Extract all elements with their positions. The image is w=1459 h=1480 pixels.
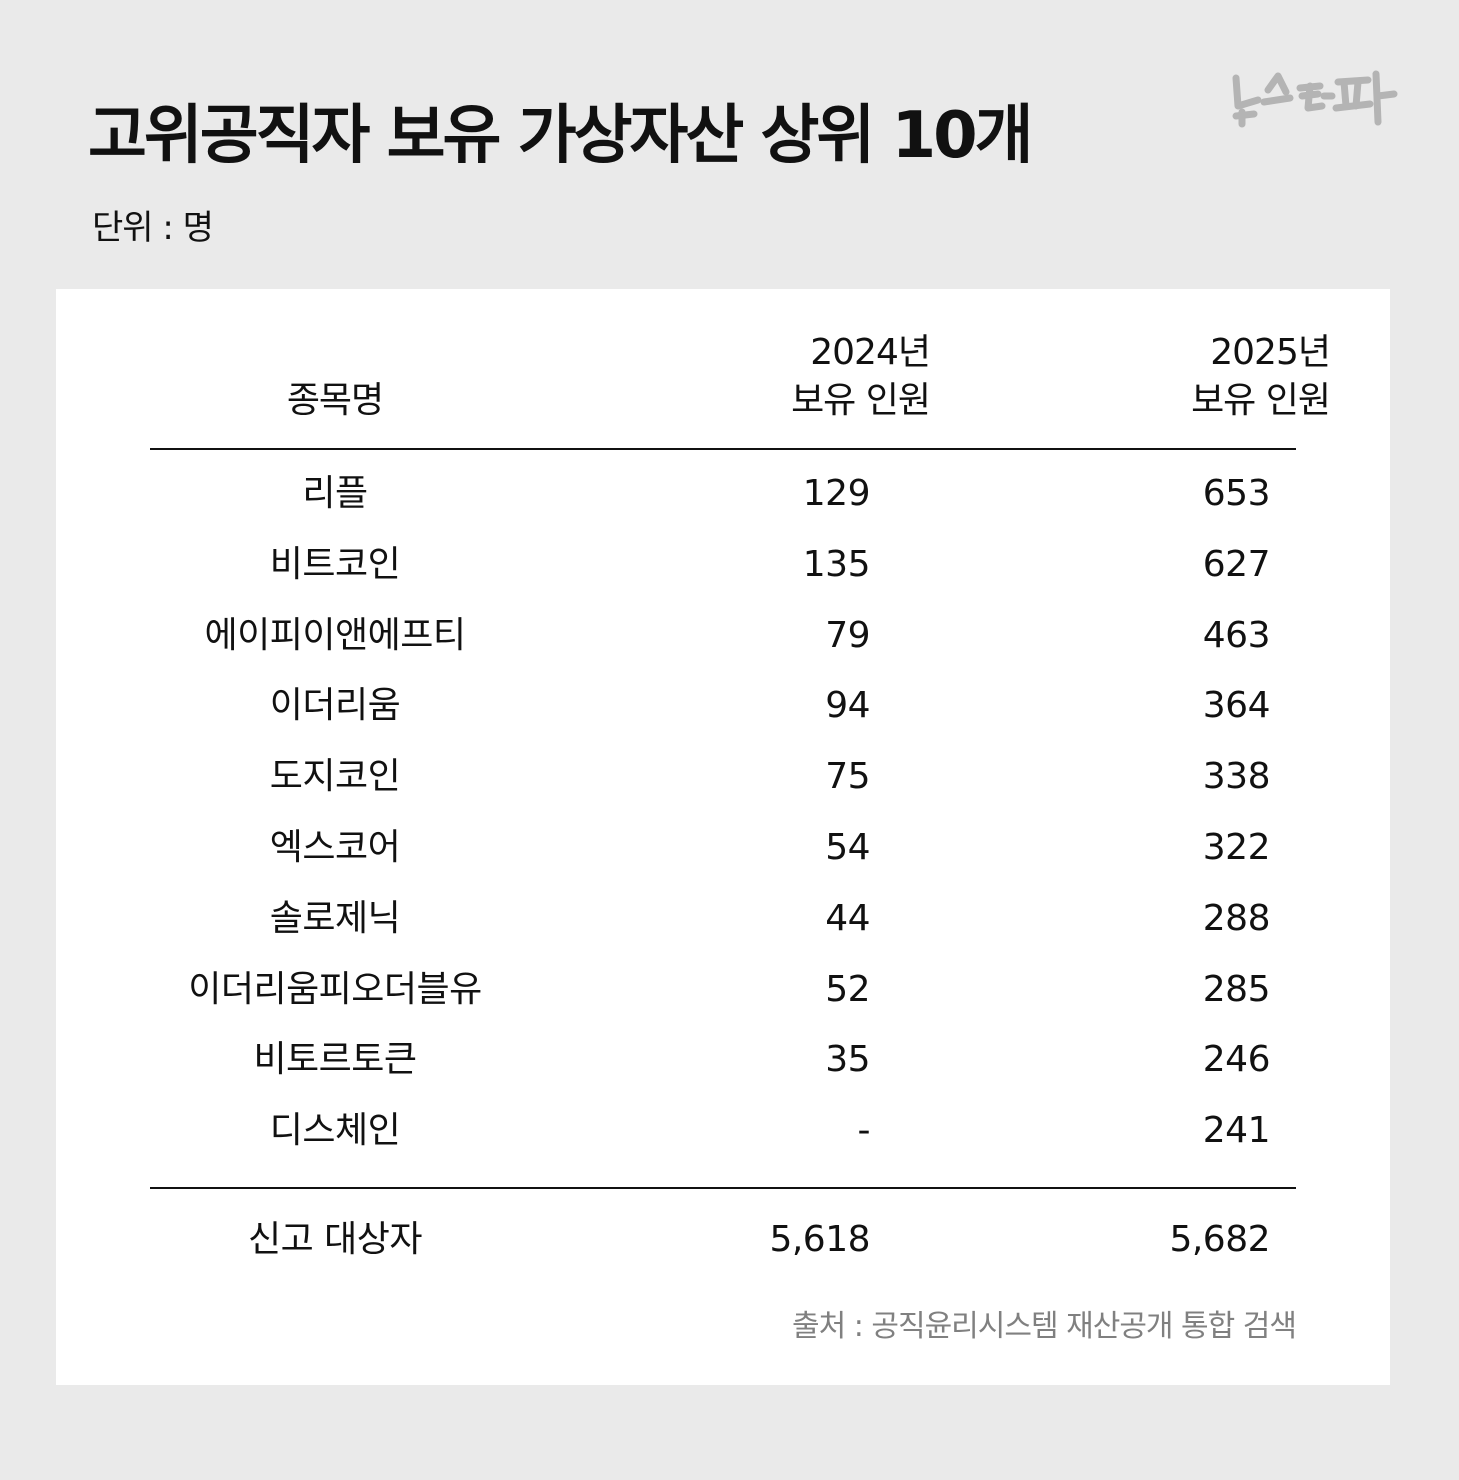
table-row: 디스체인 - 241 <box>150 1098 1296 1169</box>
table-row: 에이피이앤에프티 79 463 <box>150 603 1296 674</box>
asset-name: 엑스코어 <box>269 826 401 868</box>
table-card: 종목명 2024년 보유 인원 2025년 보유 인원 리플 129 653 비… <box>56 289 1390 1385</box>
table-row: 도지코인 75 338 <box>150 744 1296 815</box>
holders-2025: 463 <box>1202 614 1271 656</box>
holders-2024: - <box>857 1110 871 1152</box>
holders-2025: 246 <box>1202 1039 1271 1081</box>
holders-2024: 79 <box>825 614 870 656</box>
total-label: 신고 대상자 <box>247 1219 423 1260</box>
column-header-2025: 2025년 보유 인원 <box>970 329 1331 425</box>
column-header-2025-year: 2025년 <box>1210 332 1331 373</box>
column-header-2024: 2024년 보유 인원 <box>570 329 931 425</box>
holders-2024: 52 <box>825 968 870 1010</box>
total-row: 신고 대상자 5,618 5,682 <box>150 1207 1296 1267</box>
table-row: 이더리움 94 364 <box>150 673 1296 744</box>
asset-name: 도지코인 <box>269 756 401 798</box>
asset-name: 이더리움 <box>269 685 401 727</box>
holders-2024: 35 <box>825 1039 870 1081</box>
holders-2024: 75 <box>825 756 870 798</box>
holders-2025: 364 <box>1202 685 1271 727</box>
table-row: 솔로제닉 44 288 <box>150 886 1296 957</box>
asset-name: 솔로제닉 <box>269 897 401 939</box>
holders-2025: 285 <box>1202 968 1271 1010</box>
table-header: 종목명 2024년 보유 인원 2025년 보유 인원 <box>150 329 1331 449</box>
holders-2024: 129 <box>802 473 871 514</box>
column-header-2024-label: 보유 인원 <box>791 380 931 421</box>
holders-2024: 54 <box>825 826 870 868</box>
column-header-2025-label: 보유 인원 <box>1191 380 1331 421</box>
table-row: 이더리움피오더블유 52 285 <box>150 957 1296 1028</box>
asset-name: 디스체인 <box>269 1110 401 1152</box>
holders-2025: 288 <box>1202 897 1271 939</box>
total-2025: 5,682 <box>1169 1219 1270 1260</box>
holders-2024: 135 <box>802 543 871 585</box>
holders-2024: 94 <box>825 685 870 727</box>
header-divider <box>150 448 1296 450</box>
column-header-2024-year: 2024년 <box>810 332 931 373</box>
holders-2025: 627 <box>1202 543 1271 585</box>
asset-name: 리플 <box>302 473 368 514</box>
holders-2025: 338 <box>1202 756 1271 798</box>
asset-name: 비트코인 <box>269 543 401 585</box>
total-2024: 5,618 <box>769 1219 870 1260</box>
total-divider <box>150 1187 1296 1189</box>
page-title: 고위공직자 보유 가상자산 상위 10개 <box>88 99 1034 173</box>
asset-name: 비토르토큰 <box>253 1039 417 1081</box>
table-row: 리플 129 653 <box>150 461 1296 532</box>
holders-2025: 241 <box>1202 1110 1271 1152</box>
holders-2025: 653 <box>1202 473 1271 514</box>
source-note: 출처 : 공직윤리시스템 재산공개 통합 검색 <box>792 1309 1297 1344</box>
holders-2025: 322 <box>1202 826 1271 868</box>
newstapa-logo-icon <box>1232 70 1398 128</box>
holders-2024: 44 <box>825 897 870 939</box>
table-row: 비토르토큰 35 246 <box>150 1027 1296 1098</box>
table-row: 비트코인 135 627 <box>150 532 1296 603</box>
column-header-name: 종목명 <box>286 380 384 421</box>
asset-name: 에이피이앤에프티 <box>204 614 466 656</box>
table-row: 엑스코어 54 322 <box>150 815 1296 886</box>
asset-name: 이더리움피오더블유 <box>188 968 482 1010</box>
unit-label: 단위 : 명 <box>92 208 214 248</box>
table-body: 리플 129 653 비트코인 135 627 에이피이앤에프티 79 463 … <box>150 461 1296 1169</box>
